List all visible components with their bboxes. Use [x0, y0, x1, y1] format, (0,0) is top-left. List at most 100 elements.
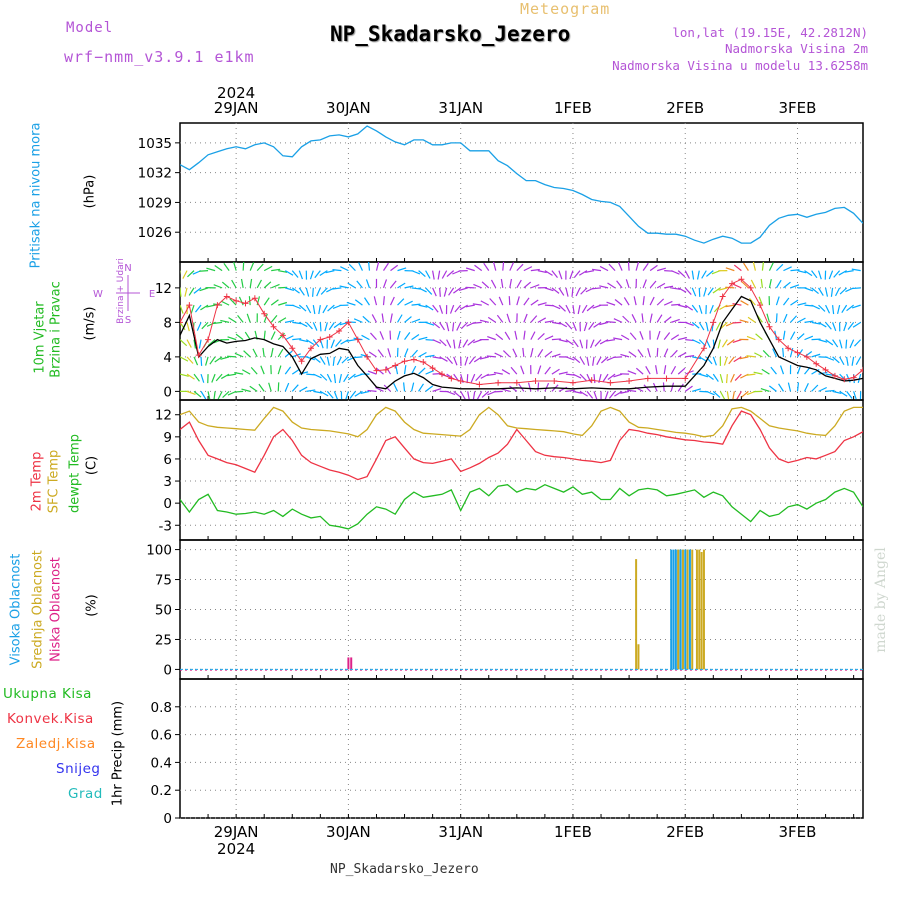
wind-arrow	[741, 281, 749, 289]
wind-arrow	[602, 373, 609, 382]
panel-frame	[179, 122, 864, 263]
wind-arrow	[313, 373, 322, 379]
wind-arrow	[656, 347, 659, 357]
wind-arrow	[500, 278, 504, 288]
wind-arrow	[572, 322, 577, 331]
compass-e: E	[149, 289, 155, 300]
wind-arrow	[404, 285, 414, 289]
wind-arrow	[483, 262, 490, 271]
wind-arrow	[312, 356, 321, 363]
gust-marker	[326, 334, 333, 341]
wind-arrow	[698, 304, 703, 314]
wind-arrow	[475, 373, 483, 382]
wind-arrow	[656, 267, 666, 272]
wind-arrow	[462, 339, 469, 348]
wind-arrow	[199, 270, 209, 272]
wind-arrow	[572, 373, 582, 379]
wind-arrow	[601, 356, 609, 364]
wind-arrow	[678, 336, 688, 341]
wind-arrow	[446, 339, 452, 348]
wind-arrow	[454, 304, 462, 313]
wind-arrow	[270, 347, 274, 357]
gust-marker	[663, 375, 670, 382]
wind-arrow	[211, 373, 216, 383]
wind-arrow	[387, 348, 392, 358]
wind-arrow	[328, 322, 335, 331]
wind-arrow	[741, 390, 749, 398]
wind-arrow	[760, 388, 770, 392]
wind-arrow	[489, 298, 497, 306]
panel-1: 0 4 8 12 N S W E	[93, 261, 864, 401]
wind-arrow	[326, 390, 334, 399]
wind-arrow	[425, 287, 433, 295]
wind-arrow	[313, 390, 323, 394]
wind-arrow	[733, 264, 742, 272]
wind-arrow	[691, 339, 701, 345]
wind-arrow	[235, 333, 244, 341]
wind-arrow	[263, 313, 268, 323]
wind-arrow	[346, 301, 356, 306]
wind-arrow	[486, 355, 496, 358]
wind-arrow	[472, 303, 482, 306]
wind-arrow	[377, 349, 384, 358]
wind-arrow	[284, 382, 290, 392]
wind-arrow	[486, 373, 496, 377]
wind-arrow	[670, 270, 680, 275]
wind-arrow	[206, 304, 216, 308]
wind-arrow	[395, 365, 399, 375]
wind-arrow	[465, 267, 475, 272]
y-tick-label: 12	[155, 408, 172, 424]
wind-arrow	[811, 287, 819, 295]
wind-arrow	[544, 320, 554, 323]
wind-arrow	[544, 335, 554, 341]
wind-arrow	[565, 287, 569, 297]
wind-arrow	[604, 391, 609, 400]
series-line-2m-temp	[180, 410, 863, 481]
wind-arrow	[586, 390, 594, 399]
wind-arrow	[200, 391, 207, 400]
wind-arrow	[494, 352, 504, 358]
wind-arrow	[726, 339, 735, 346]
y-tick-label: 0.6	[151, 728, 172, 744]
wind-arrow	[363, 297, 370, 306]
wind-arrow	[571, 287, 574, 297]
wind-arrow	[346, 339, 356, 342]
gust-marker	[364, 353, 371, 360]
wind-arrow	[845, 339, 848, 349]
wind-arrow	[671, 303, 681, 306]
wind-arrow	[853, 391, 857, 400]
wind-arrow	[664, 285, 674, 289]
wind-arrow	[752, 262, 756, 271]
wind-arrow	[490, 279, 497, 289]
wind-arrow	[260, 365, 265, 375]
wind-arrow	[473, 283, 482, 289]
year-label-bottom: 2024	[217, 840, 255, 858]
wind-arrow	[186, 373, 195, 380]
gust-marker	[700, 345, 707, 352]
wind-arrow	[670, 365, 677, 375]
precip-legend-snow: Snijeg	[56, 761, 101, 777]
wind-arrow	[787, 382, 792, 392]
wind-arrow	[705, 373, 714, 380]
panel-0: 1026 1029 1032 1035	[138, 122, 864, 263]
wind-arrow	[418, 336, 428, 341]
wind-arrow	[732, 321, 742, 324]
wind-arrow	[343, 373, 349, 383]
wind-arrow	[523, 313, 528, 323]
wind-arrow	[476, 391, 483, 400]
wind-arrow	[227, 355, 237, 358]
wind-arrow	[579, 390, 588, 397]
time-label-top: 30JAN	[326, 99, 371, 117]
wind-arrow	[516, 263, 524, 272]
wind-arrow	[523, 281, 532, 289]
wind-arrow	[825, 339, 834, 346]
wind-arrow	[613, 337, 623, 341]
wind-arrow	[837, 304, 841, 315]
wind-arrow	[692, 356, 702, 360]
gust-marker	[205, 336, 212, 343]
wind-arrow	[719, 373, 724, 383]
wind-arrow	[241, 388, 251, 392]
wind-arrow	[732, 302, 742, 306]
wind-arrow	[468, 356, 476, 365]
wind-arrow	[227, 373, 237, 377]
